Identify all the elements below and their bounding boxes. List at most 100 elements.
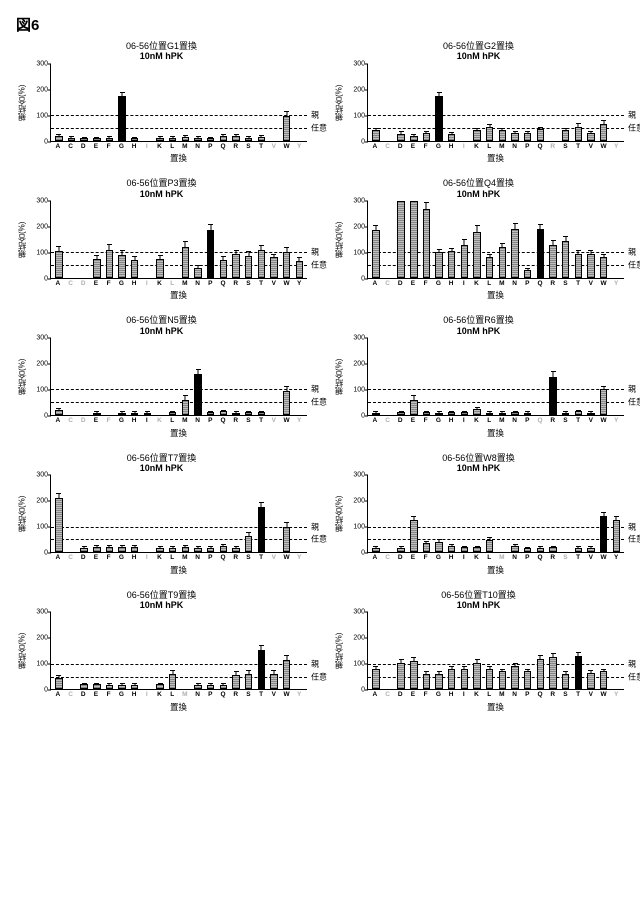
- bar-slot: [91, 201, 103, 278]
- panel-title: 06-56位置T10置換10nM hPK: [333, 590, 624, 611]
- bar-slot: [293, 64, 305, 141]
- bar: [524, 548, 531, 552]
- bar-slot: [142, 338, 154, 415]
- bar-slot: [459, 475, 471, 552]
- bar: [397, 201, 404, 278]
- reference-label: 任意: [628, 122, 640, 133]
- y-tick-label: 100: [353, 524, 365, 531]
- panel-n5: 06-56位置N5置換10nM hPK親結合(%)0100200300親任意AC…: [16, 315, 307, 438]
- bar-slot: [205, 338, 217, 415]
- bar-slot: [408, 612, 420, 689]
- bar: [499, 247, 506, 278]
- bar-slot: [91, 612, 103, 689]
- x-tick-labels: ACDEFGHIKLMNPQRSTVWY: [50, 690, 307, 699]
- bar-slot: [560, 64, 572, 141]
- bar-slot: [230, 475, 242, 552]
- reference-label: 親: [628, 658, 636, 669]
- bar-slot: [192, 201, 204, 278]
- bar: [283, 391, 290, 415]
- x-tick-labels: ACDEFGHIKLMNPQRSTVWY: [367, 690, 624, 699]
- plot-area: 親任意: [50, 64, 307, 142]
- bar-slot: [66, 475, 78, 552]
- bar: [220, 546, 227, 552]
- x-tick-labels: ACDEFGHIKLMNPQRSTVWY: [50, 416, 307, 425]
- bar: [511, 229, 518, 278]
- bar-slot: [610, 338, 622, 415]
- bar-slot: [522, 201, 534, 278]
- bar-slot: [408, 338, 420, 415]
- bar: [549, 547, 556, 552]
- bar: [423, 412, 430, 415]
- panel-t9: 06-56位置T9置換10nM hPK親結合(%)0100200300親任意AC…: [16, 590, 307, 713]
- bar: [270, 257, 277, 278]
- bar-slot: [383, 201, 395, 278]
- bar: [397, 134, 404, 141]
- bar: [220, 685, 227, 690]
- bar: [511, 412, 518, 415]
- reference-label: 任意: [628, 397, 640, 408]
- bar: [537, 548, 544, 553]
- y-tick-label: 300: [36, 335, 48, 342]
- bar: [600, 124, 607, 141]
- bar-slot: [256, 475, 268, 552]
- y-tick-label: 300: [353, 197, 365, 204]
- bar-slot: [205, 201, 217, 278]
- bar: [511, 546, 518, 552]
- bar-slot: [560, 612, 572, 689]
- bar: [55, 678, 62, 690]
- x-axis-label: 置換: [367, 289, 624, 301]
- y-tick-label: 100: [36, 387, 48, 394]
- panel-title: 06-56位置R6置換10nM hPK: [333, 315, 624, 336]
- bar: [93, 138, 100, 141]
- bar: [423, 674, 430, 689]
- bar-slot: [598, 201, 610, 278]
- y-axis-label: 親結合(%): [16, 201, 28, 279]
- y-tick-label: 100: [36, 661, 48, 668]
- bar: [461, 547, 468, 552]
- bar: [207, 548, 214, 553]
- x-axis-label: 置換: [50, 701, 307, 713]
- y-tick-label: 200: [353, 361, 365, 368]
- bar-slot: [535, 201, 547, 278]
- bar-slot: [53, 338, 65, 415]
- bar: [410, 201, 417, 278]
- bar-slot: [218, 201, 230, 278]
- reference-label: 親: [311, 521, 319, 532]
- y-tick-label: 200: [353, 498, 365, 505]
- bar: [486, 669, 493, 690]
- bar: [156, 684, 163, 689]
- panel-t10: 06-56位置T10置換10nM hPK親結合(%)0100200300親任意A…: [333, 590, 624, 713]
- panel-title-line2: 10nM hPK: [333, 51, 624, 61]
- bar: [486, 257, 493, 278]
- panel-q4: 06-56位置Q4置換10nM hPK親結合(%)0100200300親任意AC…: [333, 178, 624, 301]
- bar-slot: [484, 64, 496, 141]
- bar: [118, 413, 125, 416]
- x-tick-labels: ACDEFGHIKLMNPQRSTVWY: [50, 279, 307, 288]
- bar-slot: [560, 201, 572, 278]
- panel-title-line1: 06-56位置W8置換: [333, 453, 624, 463]
- panel-title: 06-56位置Q4置換10nM hPK: [333, 178, 624, 199]
- panel-title-line1: 06-56位置T7置換: [16, 453, 307, 463]
- panel-title-line2: 10nM hPK: [333, 326, 624, 336]
- bar-slot: [395, 64, 407, 141]
- bar-slot: [484, 201, 496, 278]
- bar-slot: [180, 475, 192, 552]
- bar: [562, 674, 569, 689]
- panel-p3: 06-56位置P3置換10nM hPK親結合(%)0100200300親任意AC…: [16, 178, 307, 301]
- bar: [499, 130, 506, 140]
- y-tick-label: 300: [36, 472, 48, 479]
- bar-slot: [53, 475, 65, 552]
- bar-slot: [370, 612, 382, 689]
- reference-label: 親: [628, 247, 636, 258]
- bars-container: [51, 612, 307, 689]
- bar-slot: [395, 338, 407, 415]
- bar: [232, 136, 239, 141]
- bar-slot: [585, 201, 597, 278]
- bar-slot: [104, 201, 116, 278]
- bar: [473, 547, 480, 552]
- bar-slot: [547, 612, 559, 689]
- bar: [118, 255, 125, 278]
- bar-slot: [293, 612, 305, 689]
- bar: [397, 663, 404, 690]
- bar-slot: [370, 201, 382, 278]
